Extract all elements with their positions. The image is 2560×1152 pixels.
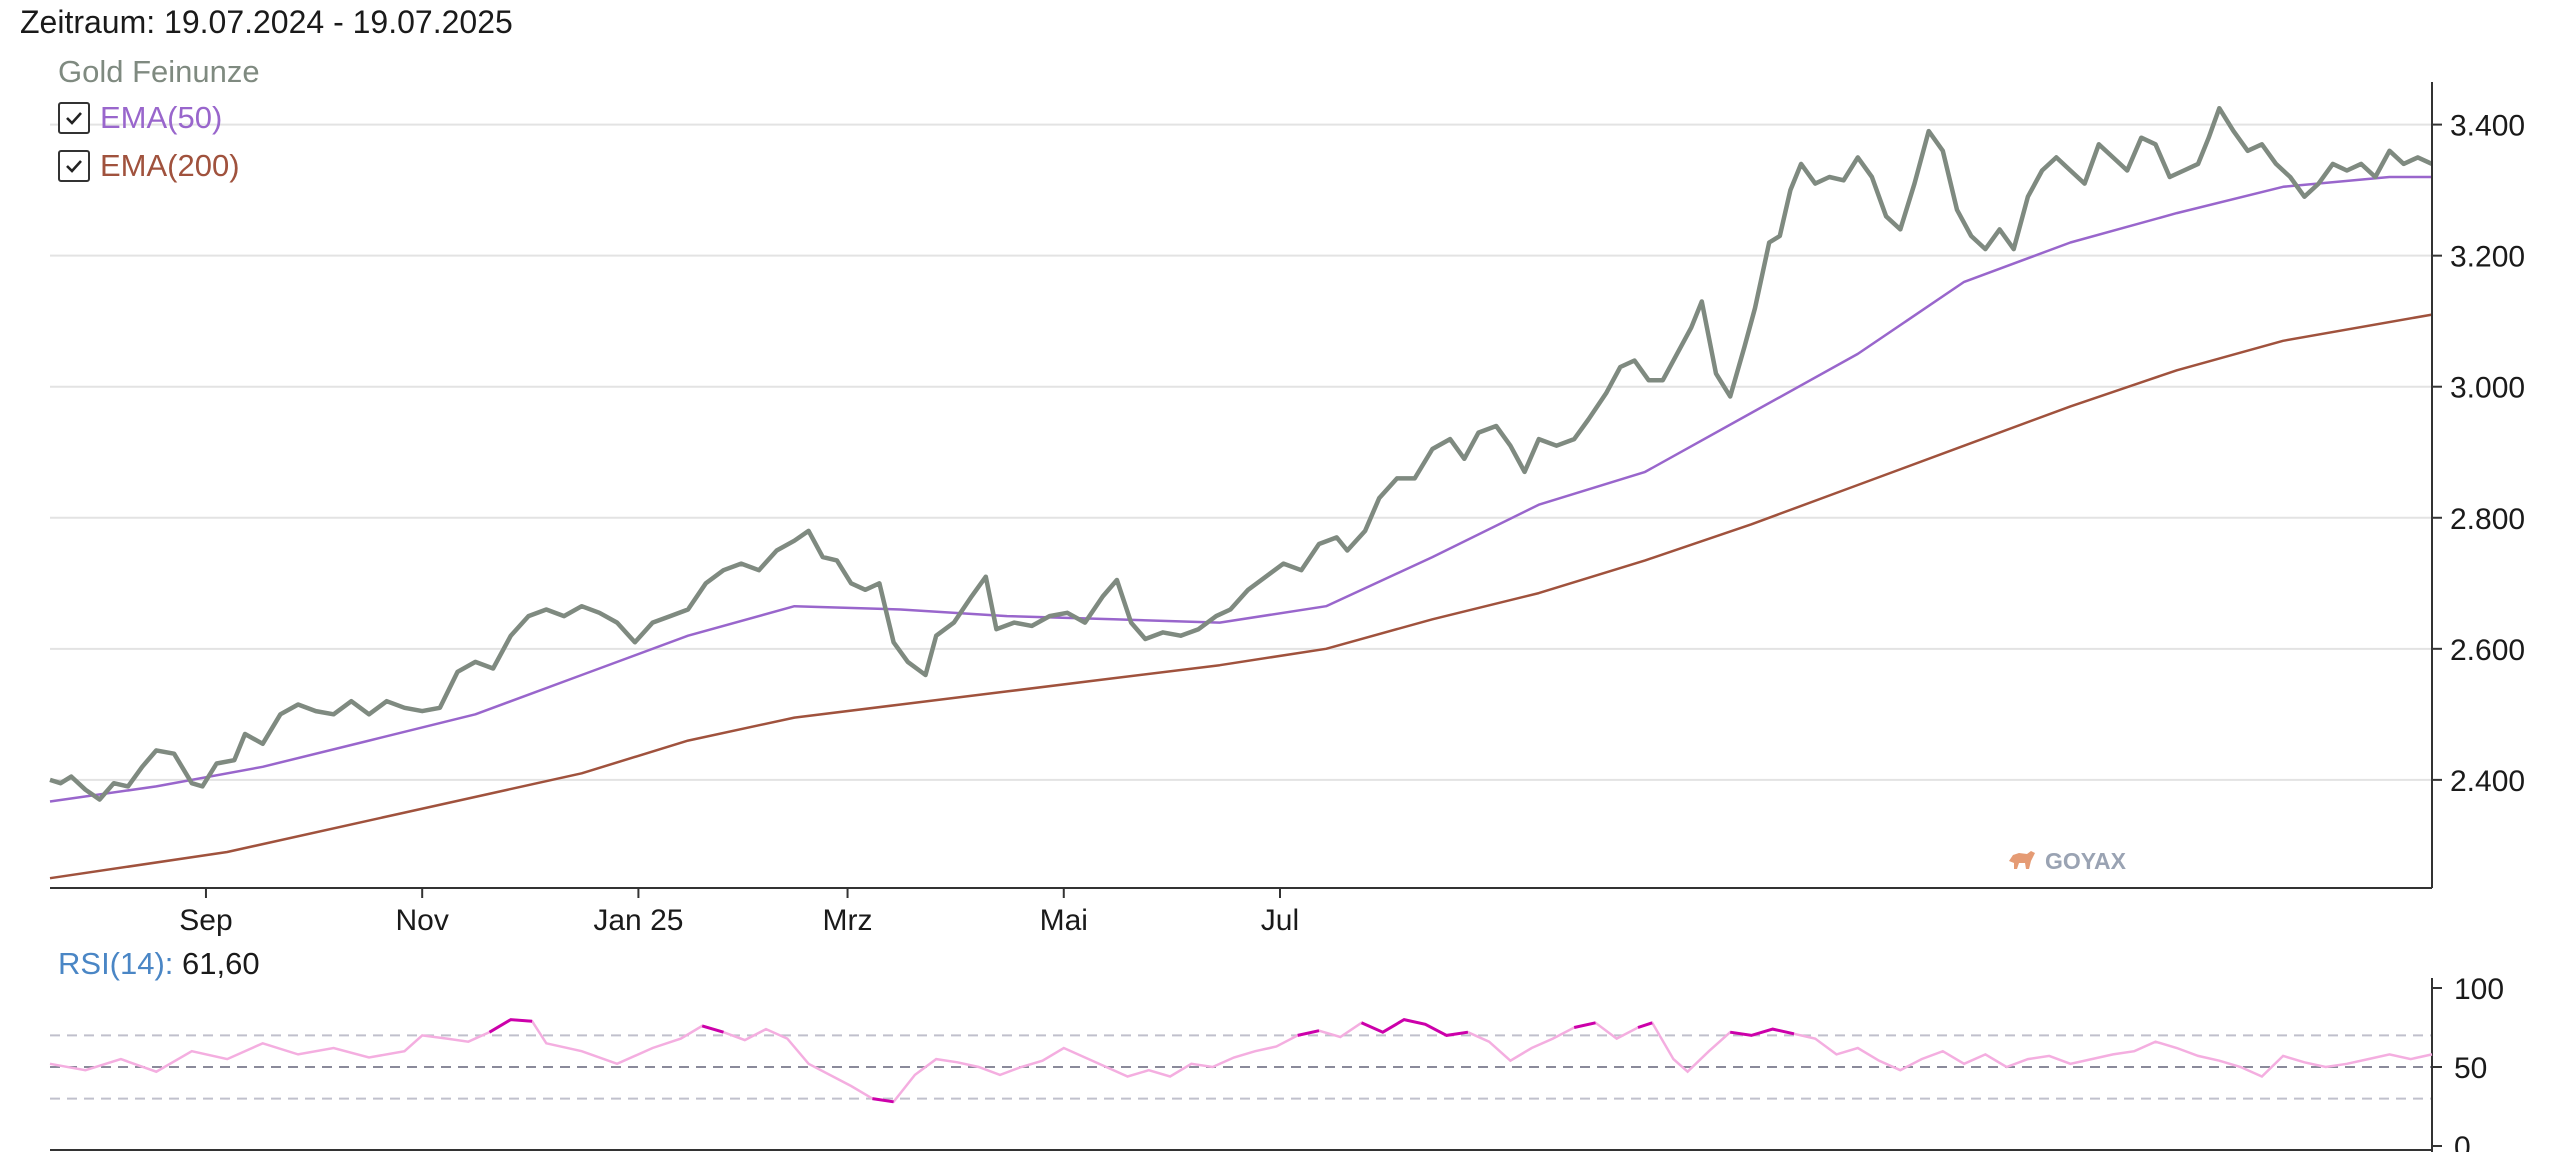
ema200-line xyxy=(49,313,2433,880)
rsi-extreme-segment xyxy=(488,1018,533,1034)
x-tick-label: Jan 25 xyxy=(593,904,683,937)
legend-item-ema50[interactable]: EMA(50) xyxy=(58,100,222,136)
x-tick-label: Nov xyxy=(396,904,449,937)
y-tick-label: 2.600 xyxy=(2450,634,2525,667)
bull-logo-icon xyxy=(2009,851,2035,869)
ema50-line xyxy=(49,175,2432,803)
rsi-panel: 0 50 100 xyxy=(49,973,2504,1152)
instrument-name: Gold Feinunze xyxy=(58,54,260,89)
y-tick-label: 3.000 xyxy=(2450,372,2525,405)
goyax-watermark: GOYAX xyxy=(2009,848,2127,874)
rsi-extreme-segment xyxy=(1637,1021,1653,1029)
price-series xyxy=(49,105,2433,802)
checkmark-icon xyxy=(66,112,82,125)
y-tick-label: 3.200 xyxy=(2450,241,2525,274)
x-tick-label: Mai xyxy=(1040,904,1088,937)
rsi-extreme-segment xyxy=(1360,1018,1469,1037)
rsi-tick-label: 50 xyxy=(2454,1052,2487,1085)
rsi-line xyxy=(49,1018,2433,1104)
watermark-text: GOYAX xyxy=(2045,848,2127,874)
x-tick-label: Mrz xyxy=(823,904,873,937)
ema50-checkbox[interactable] xyxy=(58,102,90,134)
rsi-extreme-segment xyxy=(1729,1027,1795,1037)
ema200-series xyxy=(49,313,2433,880)
rsi-tick-label: 0 xyxy=(2454,1131,2471,1152)
price-line xyxy=(49,105,2433,802)
ema200-label: EMA(200) xyxy=(100,148,240,183)
legend-item-ema200[interactable]: EMA(200) xyxy=(58,148,240,184)
x-tick-label: Jul xyxy=(1261,904,1299,937)
rsi-name: RSI(14): xyxy=(58,946,174,981)
rsi-extreme-segment xyxy=(701,1024,724,1034)
ema50-label: EMA(50) xyxy=(100,100,223,135)
x-tick-label: Sep xyxy=(179,904,232,937)
checkmark-icon xyxy=(66,160,82,173)
ema200-checkbox[interactable] xyxy=(58,150,90,182)
y-tick-label: 2.400 xyxy=(2450,765,2525,798)
period-label: Zeitraum: 19.07.2024 - 19.07.2025 xyxy=(20,4,513,40)
main-grid xyxy=(50,123,2432,781)
main-axes: 2.400 2.600 2.800 3.000 3.200 3.400 Sep Nov Jan … xyxy=(50,82,2525,937)
ema50-series xyxy=(49,175,2432,803)
rsi-value: 61,60 xyxy=(182,946,260,981)
rsi-extreme-segment xyxy=(872,1097,894,1104)
y-tick-label: 3.400 xyxy=(2450,110,2525,143)
rsi-tick-label: 100 xyxy=(2454,973,2504,1006)
y-tick-label: 2.800 xyxy=(2450,503,2525,536)
rsi-extreme-segment xyxy=(1297,1029,1320,1037)
rsi-extreme-segment xyxy=(1573,1021,1596,1029)
rsi-legend: RSI(14): 61,60 xyxy=(58,946,260,982)
